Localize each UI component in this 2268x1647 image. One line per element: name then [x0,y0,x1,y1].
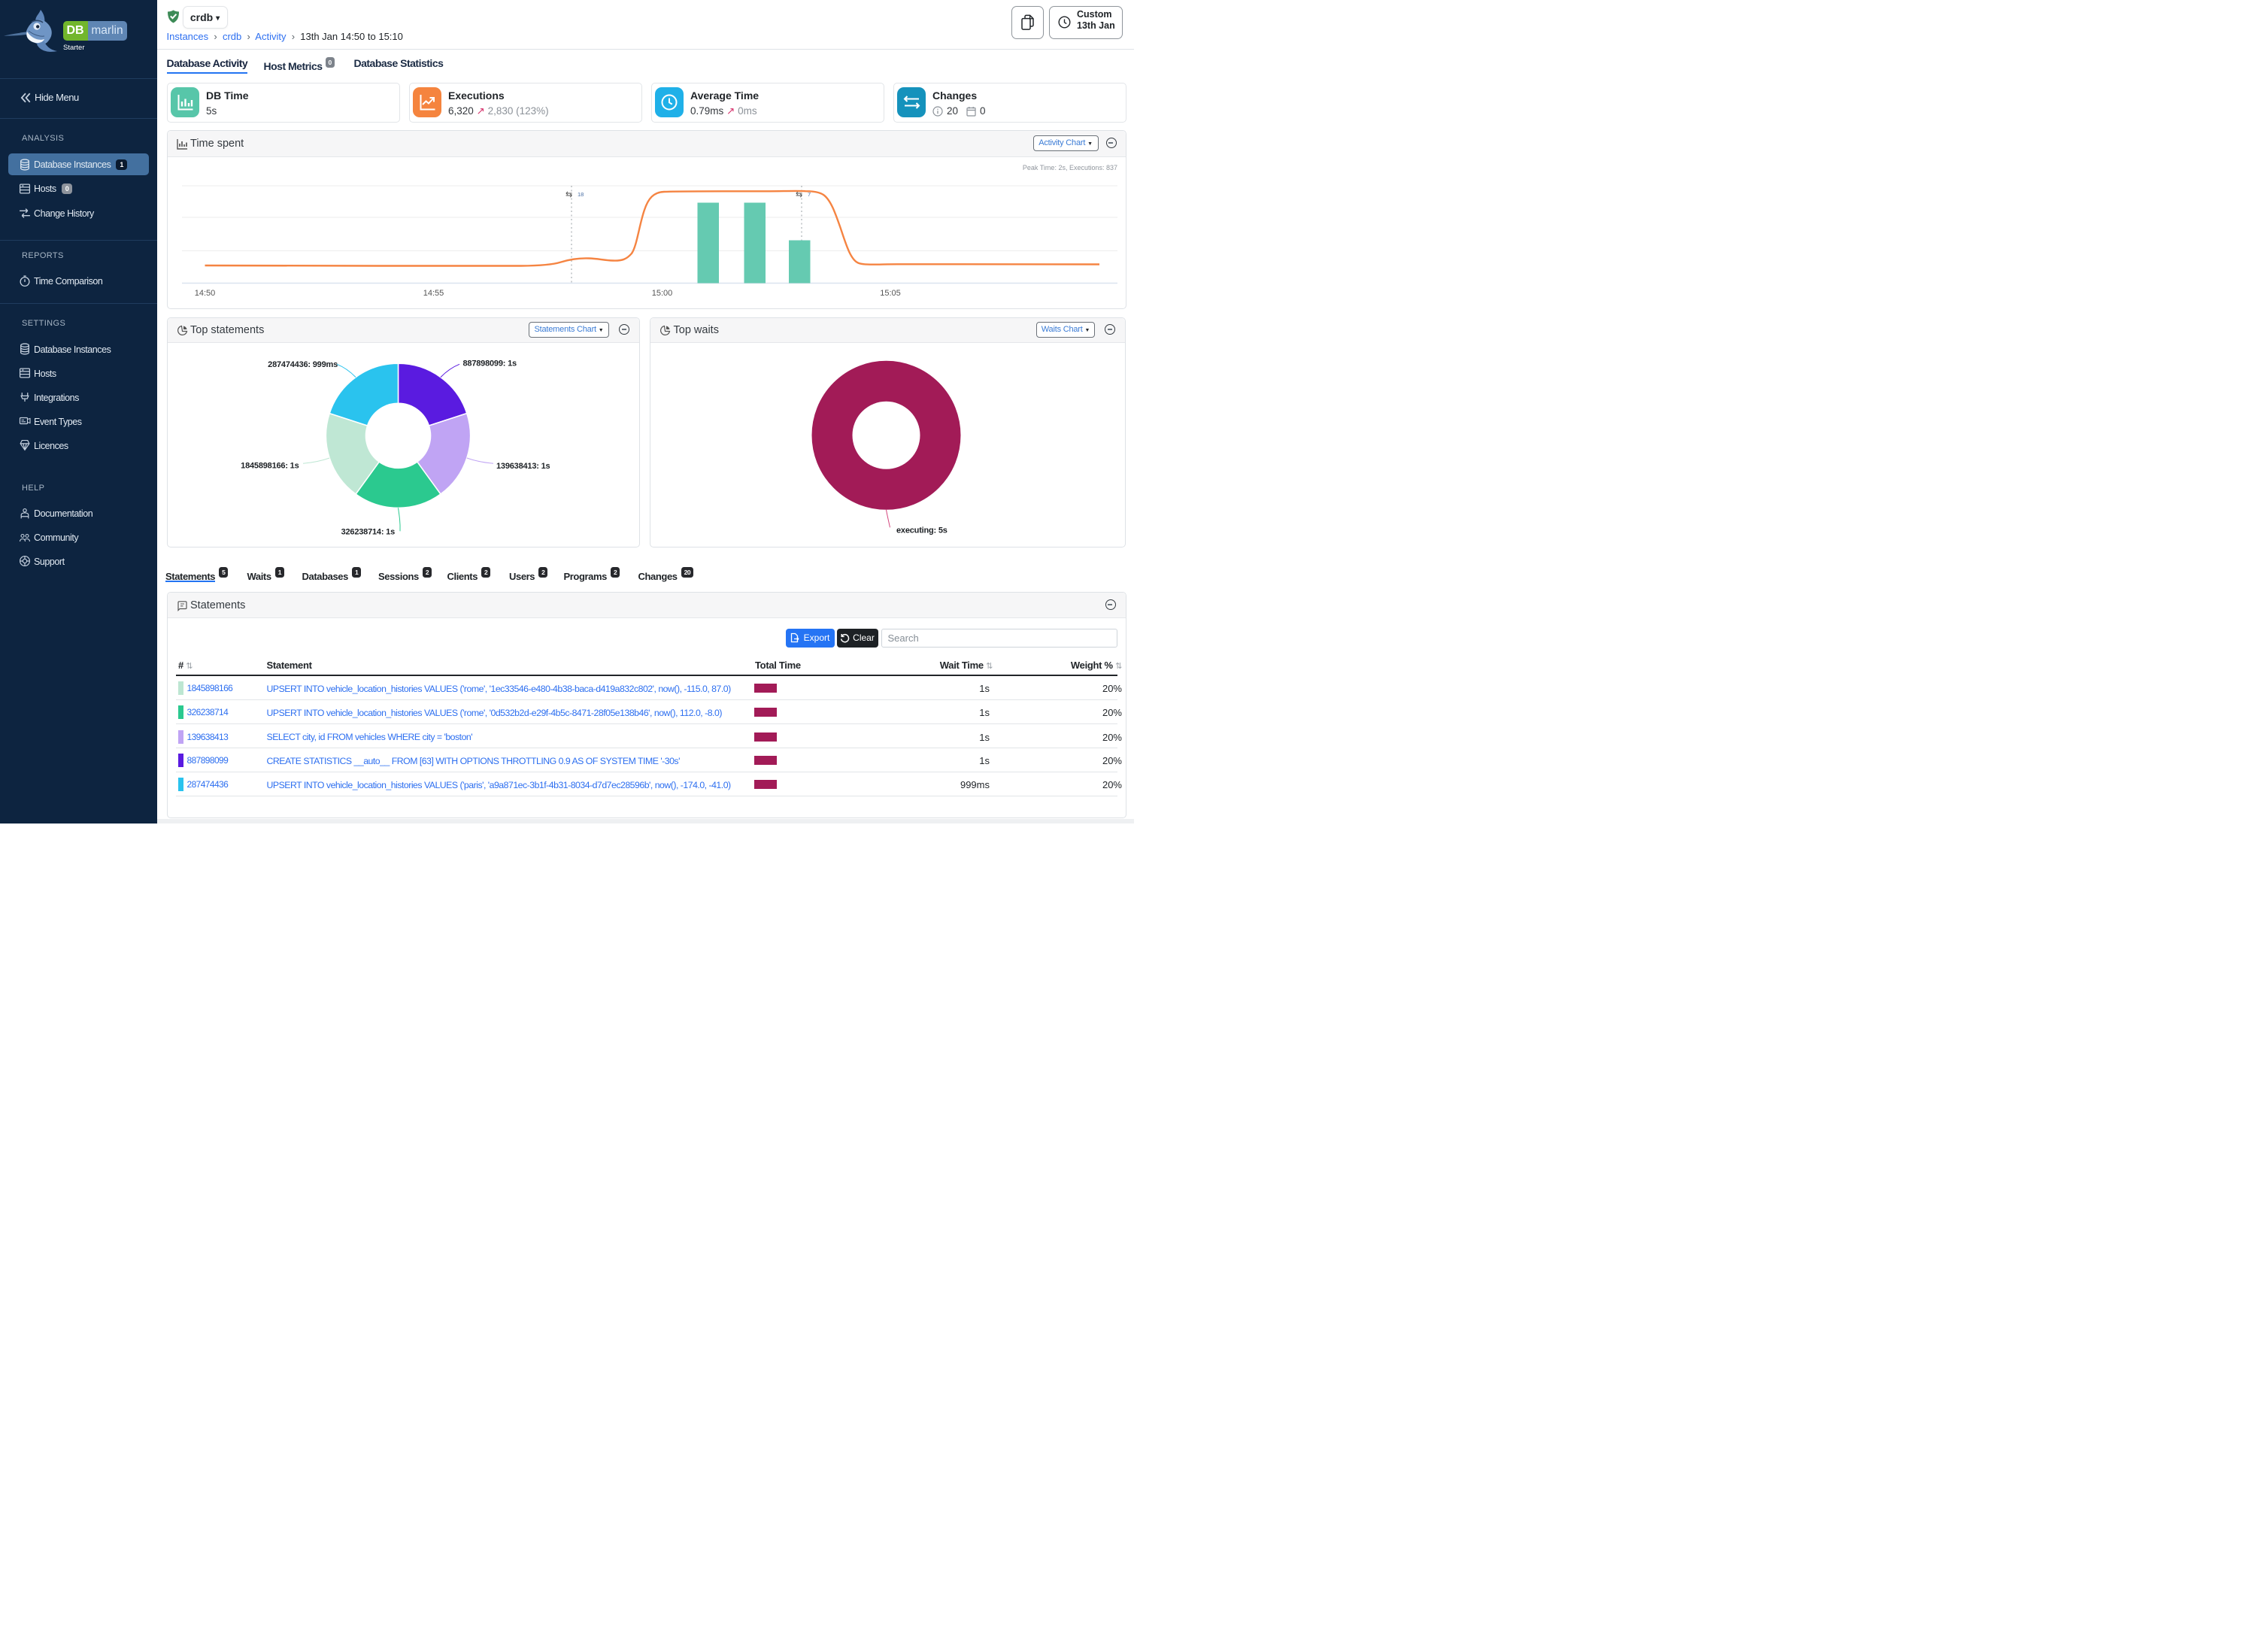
svg-text:15:05: 15:05 [880,289,901,298]
svg-text:Peak Time: 2s, Executions: 837: Peak Time: 2s, Executions: 837 [1022,164,1117,171]
svg-text:18: 18 [578,191,584,198]
svg-text:⇆: ⇆ [565,190,572,199]
svg-text:287474436: 999ms: 287474436: 999ms [268,360,338,369]
svg-text:⇆: ⇆ [796,190,802,199]
svg-text:14:55: 14:55 [423,289,444,298]
svg-text:14:50: 14:50 [194,289,215,298]
svg-text:7: 7 [808,191,811,198]
svg-text:15:00: 15:00 [651,289,672,298]
svg-text:139638413: 1s: 139638413: 1s [496,462,550,471]
svg-text:executing: 5s: executing: 5s [896,526,948,535]
svg-text:326238714: 1s: 326238714: 1s [341,527,394,536]
svg-text:887898099: 1s: 887898099: 1s [462,359,516,368]
svg-text:1845898166: 1s: 1845898166: 1s [241,461,299,470]
